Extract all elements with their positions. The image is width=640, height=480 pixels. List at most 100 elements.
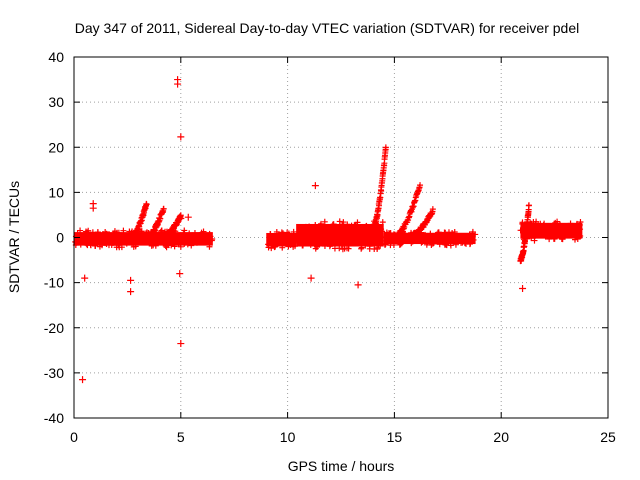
data-point	[323, 235, 330, 242]
data-point	[316, 239, 323, 246]
data-point	[336, 226, 343, 233]
data-point	[267, 231, 274, 238]
outlier-point	[174, 80, 182, 88]
data-point	[109, 239, 116, 246]
x-tick-label: 10	[280, 429, 296, 445]
data-point	[199, 236, 206, 243]
data-point	[531, 233, 538, 240]
data-point	[278, 229, 285, 236]
data-point	[358, 244, 365, 251]
data-point	[466, 241, 473, 248]
y-tick-label: -20	[44, 320, 64, 336]
data-point	[265, 241, 272, 248]
data-point	[340, 239, 347, 246]
data-point	[576, 222, 583, 229]
data-point	[208, 237, 215, 244]
data-point	[438, 236, 445, 243]
data-point	[207, 233, 214, 240]
outlier-point	[519, 284, 527, 292]
chart-title: Day 347 of 2011, Sidereal Day-to-day VTE…	[75, 20, 579, 36]
data-point	[317, 222, 324, 229]
data-point	[85, 239, 92, 246]
data-point	[115, 229, 122, 236]
data-point	[449, 238, 456, 245]
data-point	[355, 239, 362, 246]
data-point	[390, 241, 397, 248]
data-point	[120, 237, 127, 244]
data-point	[562, 231, 569, 238]
data-point	[89, 235, 96, 242]
data-point	[339, 221, 346, 228]
data-point	[375, 240, 382, 247]
data-point	[162, 242, 169, 249]
y-tick-label: 20	[48, 139, 64, 155]
data-point	[452, 241, 459, 248]
data-point	[357, 229, 364, 236]
data-point	[206, 243, 213, 250]
data-point	[352, 224, 359, 231]
data-point	[188, 242, 195, 249]
data-point	[541, 220, 548, 227]
data-point	[374, 244, 381, 251]
y-tick-label: -30	[44, 365, 64, 381]
data-point	[434, 229, 441, 236]
data-point	[177, 243, 184, 250]
data-point	[299, 242, 306, 249]
data-point	[333, 232, 340, 239]
data-point	[382, 241, 389, 248]
data-point	[312, 222, 319, 229]
data-point	[436, 241, 443, 248]
data-point	[311, 236, 318, 243]
data-point	[279, 244, 286, 251]
y-tick-label: 0	[56, 230, 64, 246]
data-point	[285, 243, 292, 250]
data-point	[152, 234, 159, 241]
data-point	[92, 242, 99, 249]
data-point	[356, 235, 363, 242]
data-point	[363, 222, 370, 229]
x-tick-label: 25	[600, 429, 616, 445]
data-point	[285, 233, 292, 240]
data-point	[331, 236, 338, 243]
outlier-point	[177, 340, 185, 348]
data-point	[171, 243, 178, 250]
data-point	[542, 228, 549, 235]
data-point	[441, 241, 448, 248]
data-point	[271, 244, 278, 251]
data-point	[462, 237, 469, 244]
data-point	[137, 232, 144, 239]
data-point	[422, 231, 429, 238]
data-point	[535, 223, 542, 230]
data-point	[302, 231, 309, 238]
data-point	[184, 233, 191, 240]
outlier-point	[307, 274, 315, 282]
outlier-point	[89, 204, 97, 212]
data-point	[116, 244, 123, 251]
data-point	[568, 230, 575, 237]
data-point	[385, 237, 392, 244]
data-point	[470, 236, 477, 243]
data-point	[324, 234, 331, 241]
data-point	[120, 227, 127, 234]
data-point	[103, 231, 110, 238]
data-point	[327, 241, 334, 248]
data-points	[72, 76, 584, 384]
data-point	[379, 219, 386, 226]
data-point	[156, 237, 163, 244]
outlier-point	[177, 133, 185, 141]
data-point	[428, 232, 435, 239]
data-point	[74, 230, 81, 237]
outlier-point	[79, 376, 87, 384]
data-point	[528, 235, 535, 242]
data-point	[290, 228, 297, 235]
data-point	[193, 239, 200, 246]
data-point	[354, 219, 361, 226]
outlier-point	[176, 270, 184, 278]
data-point	[189, 235, 196, 242]
data-point	[177, 240, 184, 247]
data-point	[422, 235, 429, 242]
data-point	[551, 220, 558, 227]
data-point	[434, 237, 441, 244]
data-point	[345, 241, 352, 248]
data-point	[180, 231, 187, 238]
